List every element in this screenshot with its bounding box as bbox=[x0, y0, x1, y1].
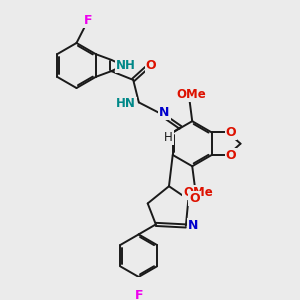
Text: O: O bbox=[226, 149, 236, 162]
Text: NH: NH bbox=[116, 59, 136, 72]
Text: N: N bbox=[159, 106, 170, 118]
Text: F: F bbox=[134, 289, 143, 300]
Text: N: N bbox=[188, 220, 198, 232]
Text: O: O bbox=[146, 59, 156, 72]
Text: OMe: OMe bbox=[176, 88, 206, 101]
Text: H: H bbox=[164, 131, 173, 144]
Text: HN: HN bbox=[116, 98, 136, 110]
Text: OMe: OMe bbox=[183, 186, 213, 199]
Text: O: O bbox=[226, 126, 236, 139]
Text: F: F bbox=[83, 14, 92, 27]
Text: O: O bbox=[189, 192, 200, 205]
